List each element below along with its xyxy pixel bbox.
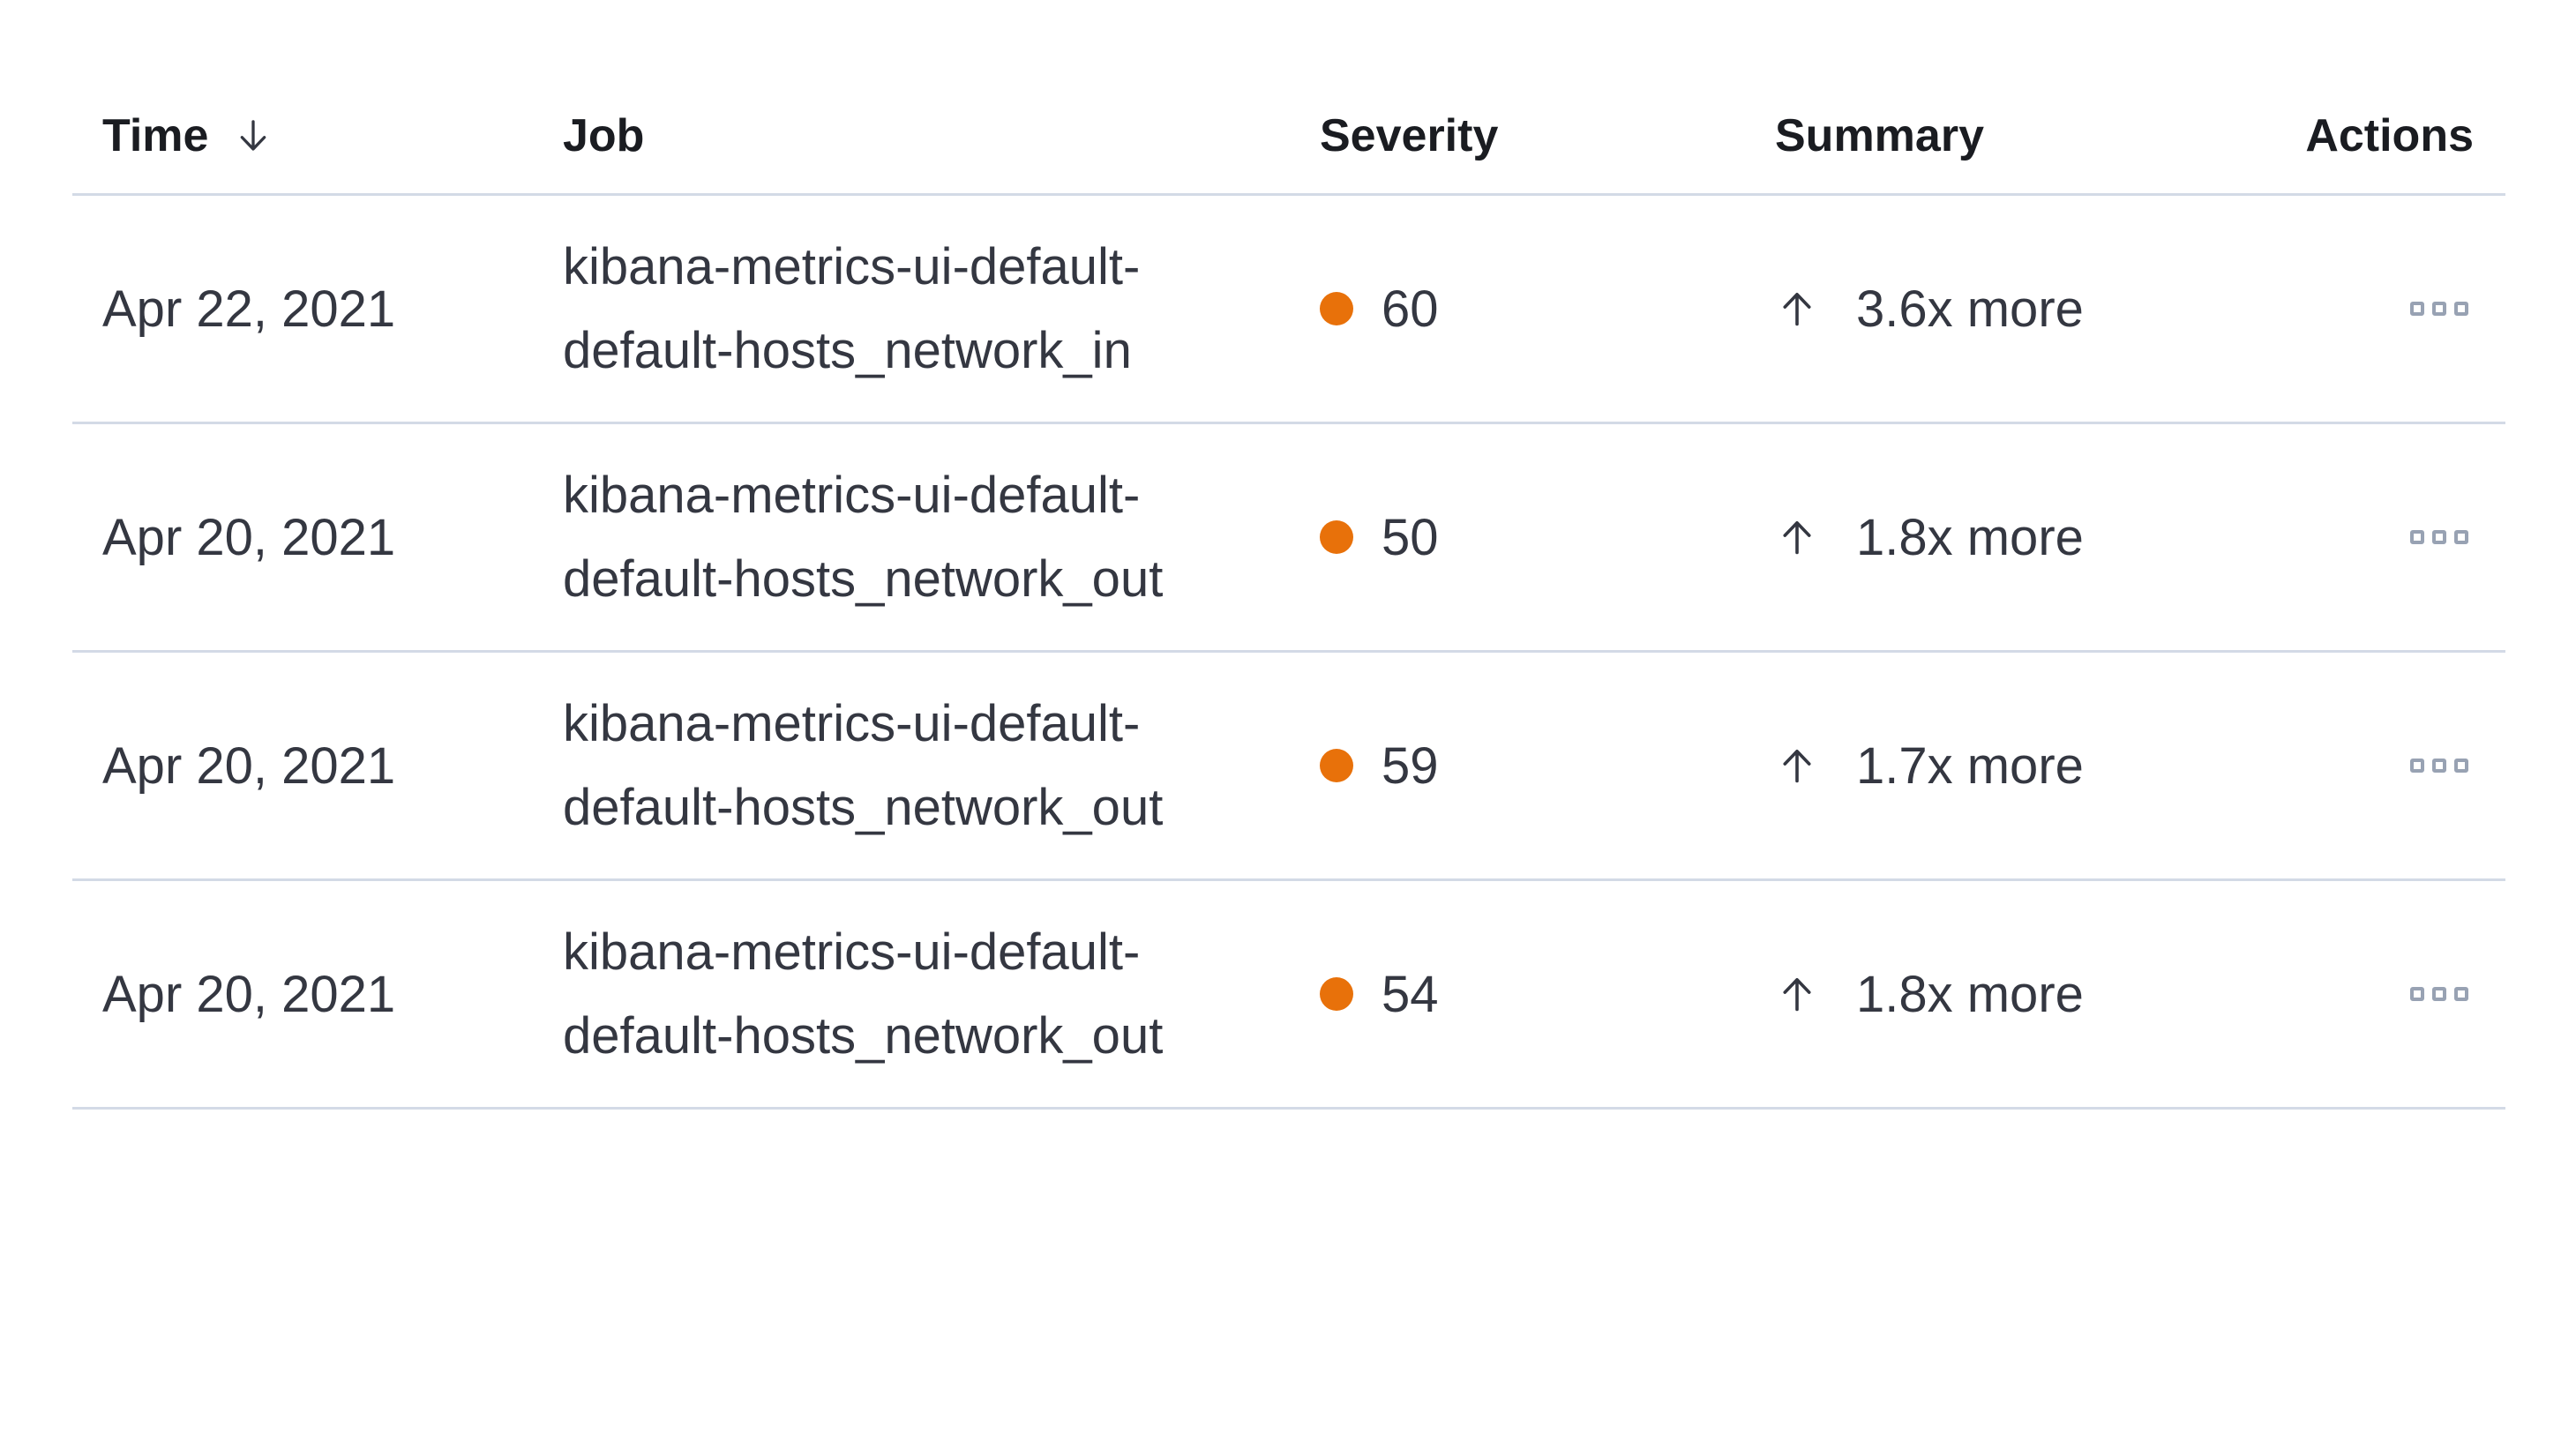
table-header-row: Time Job Severity Summary Actions [72, 78, 2505, 196]
cell-job: kibana-metrics-ui-default- default-hosts… [563, 225, 1320, 392]
job-name-line: kibana-metrics-ui-default- [563, 238, 1141, 295]
row-actions-button[interactable] [2405, 525, 2474, 549]
cell-actions [2324, 296, 2505, 321]
column-header-summary-label: Summary [1775, 109, 1984, 161]
table-row: Apr 20, 2021 kibana-metrics-ui-default- … [72, 653, 2505, 881]
sort-by-time-button[interactable]: Time [102, 109, 273, 162]
cell-severity: 60 [1320, 280, 1775, 339]
column-header-severity-label: Severity [1320, 109, 1499, 161]
boxes-horizontal-icon [2454, 987, 2468, 1001]
cell-time: Apr 20, 2021 [72, 508, 563, 567]
cell-time: Apr 20, 2021 [72, 736, 563, 796]
arrow-up-icon [1783, 977, 1811, 1012]
severity-dot-icon [1320, 749, 1353, 782]
boxes-horizontal-icon [2432, 759, 2446, 773]
boxes-horizontal-icon [2410, 987, 2424, 1001]
job-name-line: default-hosts_network_out [563, 1007, 1164, 1065]
boxes-horizontal-icon [2432, 530, 2446, 544]
anomaly-time: Apr 20, 2021 [102, 508, 396, 566]
column-header-severity: Severity [1320, 109, 1775, 162]
cell-severity: 59 [1320, 736, 1775, 796]
cell-job: kibana-metrics-ui-default- default-hosts… [563, 682, 1320, 849]
cell-time: Apr 20, 2021 [72, 965, 563, 1024]
job-name-line: default-hosts_network_in [563, 322, 1132, 379]
table-row: Apr 20, 2021 kibana-metrics-ui-default- … [72, 881, 2505, 1110]
job-name: kibana-metrics-ui-default- default-hosts… [563, 910, 1163, 1078]
cell-actions [2324, 525, 2505, 549]
cell-summary: 3.6x more [1775, 280, 2324, 339]
table-row: Apr 20, 2021 kibana-metrics-ui-default- … [72, 424, 2505, 653]
row-actions-button[interactable] [2405, 982, 2474, 1006]
cell-actions [2324, 982, 2505, 1006]
anomaly-time: Apr 20, 2021 [102, 965, 396, 1023]
boxes-horizontal-icon [2454, 530, 2468, 544]
row-actions-button[interactable] [2405, 753, 2474, 778]
boxes-horizontal-icon [2410, 530, 2424, 544]
boxes-horizontal-icon [2432, 302, 2446, 316]
summary-text: 1.8x more [1856, 965, 2084, 1023]
anomaly-time: Apr 20, 2021 [102, 736, 396, 795]
anomalies-table: Time Job Severity Summary Actions Apr 22… [72, 78, 2505, 1110]
job-name-line: kibana-metrics-ui-default- [563, 695, 1141, 752]
cell-summary: 1.8x more [1775, 508, 2324, 567]
column-header-actions-label: Actions [2305, 109, 2474, 161]
arrow-up-icon [1783, 749, 1811, 783]
severity-score: 54 [1382, 965, 1439, 1023]
boxes-horizontal-icon [2410, 302, 2424, 316]
column-header-summary: Summary [1775, 109, 2324, 162]
cell-time: Apr 22, 2021 [72, 280, 563, 339]
boxes-horizontal-icon [2454, 759, 2468, 773]
severity-score: 50 [1382, 508, 1439, 566]
severity-dot-icon [1320, 292, 1353, 325]
column-header-time-label: Time [102, 109, 209, 161]
sort-descending-icon [241, 119, 266, 151]
cell-job: kibana-metrics-ui-default- default-hosts… [563, 910, 1320, 1078]
job-name: kibana-metrics-ui-default- default-hosts… [563, 225, 1140, 392]
arrow-up-icon [1783, 520, 1811, 555]
cell-severity: 50 [1320, 508, 1775, 567]
table-row: Apr 22, 2021 kibana-metrics-ui-default- … [72, 196, 2505, 424]
job-name-line: kibana-metrics-ui-default- [563, 467, 1141, 524]
boxes-horizontal-icon [2432, 987, 2446, 1001]
column-header-time: Time [72, 109, 563, 162]
severity-dot-icon [1320, 977, 1353, 1011]
job-name-line: default-hosts_network_out [563, 779, 1164, 836]
cell-severity: 54 [1320, 965, 1775, 1024]
job-name-line: kibana-metrics-ui-default- [563, 923, 1141, 981]
severity-dot-icon [1320, 520, 1353, 554]
cell-job: kibana-metrics-ui-default- default-hosts… [563, 453, 1320, 621]
summary-text: 1.8x more [1856, 508, 2084, 566]
column-header-actions: Actions [2305, 109, 2505, 162]
job-name-line: default-hosts_network_out [563, 550, 1164, 608]
job-name: kibana-metrics-ui-default- default-hosts… [563, 682, 1163, 849]
row-actions-button[interactable] [2405, 296, 2474, 321]
cell-actions [2324, 753, 2505, 778]
severity-score: 59 [1382, 736, 1439, 795]
severity-score: 60 [1382, 280, 1439, 338]
cell-summary: 1.8x more [1775, 965, 2324, 1024]
boxes-horizontal-icon [2454, 302, 2468, 316]
anomaly-time: Apr 22, 2021 [102, 280, 396, 338]
job-name: kibana-metrics-ui-default- default-hosts… [563, 453, 1163, 621]
cell-summary: 1.7x more [1775, 736, 2324, 796]
summary-text: 1.7x more [1856, 736, 2084, 795]
arrow-up-icon [1783, 292, 1811, 326]
column-header-job: Job [563, 109, 1320, 162]
summary-text: 3.6x more [1856, 280, 2084, 338]
boxes-horizontal-icon [2410, 759, 2424, 773]
column-header-job-label: Job [563, 109, 645, 161]
